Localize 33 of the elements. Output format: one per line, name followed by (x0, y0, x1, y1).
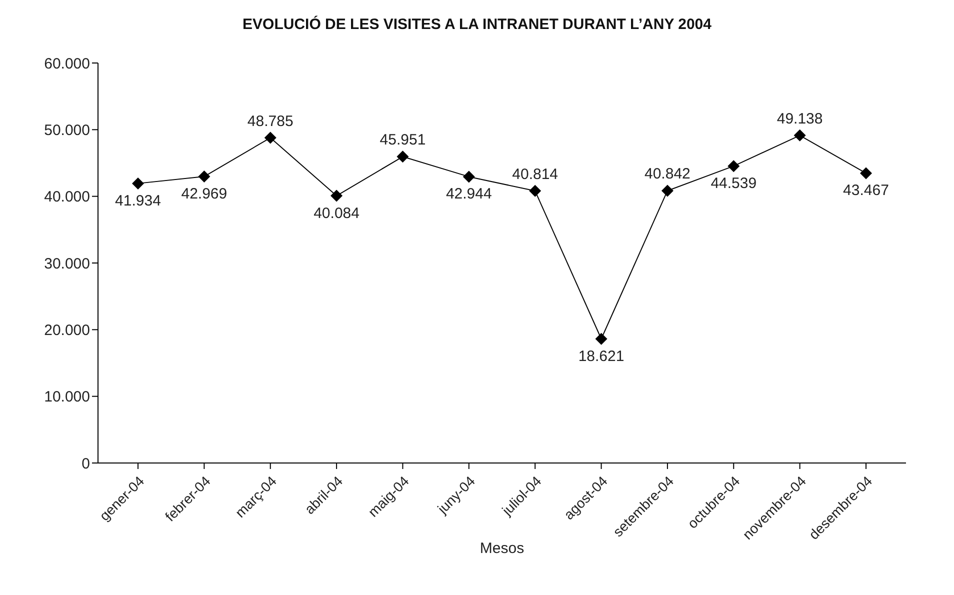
point (661, 184, 674, 197)
y-tick-label: 10.000 (44, 388, 90, 406)
point (860, 167, 872, 180)
point (264, 132, 276, 144)
data-label: 18.621 (578, 348, 624, 365)
point (529, 184, 542, 197)
point (462, 170, 475, 183)
point (728, 160, 740, 172)
data-label: 41.934 (115, 192, 161, 210)
data-label: 42.944 (446, 186, 492, 203)
point (330, 190, 343, 202)
data-label: 40.084 (314, 204, 360, 222)
point (198, 170, 210, 183)
point (132, 177, 144, 190)
data-label: 48.785 (247, 112, 294, 130)
point (396, 150, 409, 163)
data-label: 40.814 (512, 166, 558, 183)
data-label: 42.969 (181, 186, 228, 203)
point (794, 129, 806, 142)
y-tick-label: 60.000 (44, 55, 90, 72)
x-axis-title: Mesos (480, 540, 524, 557)
data-label: 44.539 (710, 175, 757, 192)
data-label: 45.951 (380, 132, 426, 149)
y-tick-label: 40.000 (44, 188, 90, 206)
point (595, 332, 608, 345)
y-tick-label: 0 (82, 455, 90, 472)
data-label: 43.467 (843, 182, 889, 200)
y-tick-label: 20.000 (44, 322, 90, 339)
chart-title: EVOLUCIÓ DE LES VISITES A LA INTRANET DURANT L’ANY 2004 (242, 16, 712, 33)
data-label: 40.842 (644, 166, 690, 183)
y-tick-label: 30.000 (44, 255, 90, 272)
data-label: 49.138 (776, 110, 823, 128)
y-tick-label: 50.000 (44, 122, 90, 139)
